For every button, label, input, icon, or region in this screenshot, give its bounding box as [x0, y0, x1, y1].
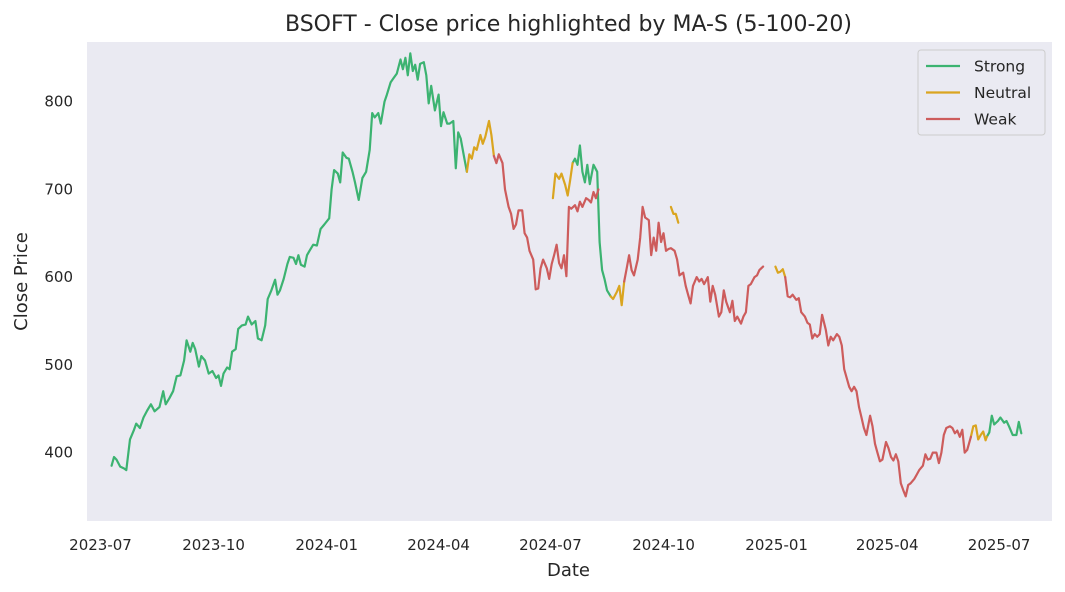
- x-axis: 2023-07 2023-10 2024-01 2024-04 2024-07 2024-…: [69, 536, 1030, 554]
- series-line-neutral: [969, 424, 988, 442]
- y-tick-label: 500: [44, 356, 73, 374]
- x-tick-label: 2024-10: [632, 536, 695, 554]
- x-tick-label: 2024-04: [407, 536, 470, 554]
- x-tick-label: 2024-07: [519, 536, 582, 554]
- x-tick-label: 2024-01: [295, 536, 358, 554]
- series-line-neutral: [774, 265, 787, 279]
- y-axis-label: Close Price: [11, 232, 32, 331]
- legend-label-neutral: Neutral: [974, 84, 1031, 102]
- plot-area: [87, 42, 1052, 521]
- y-tick-label: 400: [44, 444, 73, 462]
- chart-title: BSOFT - Close price highlighted by MA-S …: [285, 12, 852, 37]
- series-line-strong: [571, 144, 612, 298]
- y-tick-label: 700: [44, 180, 73, 198]
- series-line-strong: [985, 414, 1023, 438]
- x-tick-label: 2025-01: [745, 536, 808, 554]
- series-line-weak: [623, 205, 765, 325]
- series-line-neutral: [609, 280, 626, 307]
- series-line-weak: [784, 276, 972, 498]
- y-axis: 400 500 600 700 800: [44, 93, 73, 462]
- series-line-strong: [110, 52, 468, 472]
- series-line-neutral: [465, 119, 495, 173]
- series-line-neutral: [551, 162, 574, 200]
- legend-label-strong: Strong: [974, 58, 1025, 76]
- series-layer: [110, 52, 1023, 498]
- legend: Strong Neutral Weak: [917, 49, 1046, 136]
- x-tick-label: 2025-04: [856, 536, 919, 554]
- x-tick-label: 2023-07: [69, 536, 132, 554]
- x-axis-label: Date: [547, 560, 590, 581]
- x-tick-label: 2025-07: [968, 536, 1031, 554]
- series-line-neutral: [669, 205, 680, 224]
- legend-box: [917, 49, 1046, 136]
- series-line-weak: [492, 153, 600, 291]
- y-tick-label: 800: [44, 93, 73, 111]
- legend-label-weak: Weak: [974, 111, 1016, 129]
- y-tick-label: 600: [44, 268, 73, 286]
- x-tick-label: 2023-10: [182, 536, 245, 554]
